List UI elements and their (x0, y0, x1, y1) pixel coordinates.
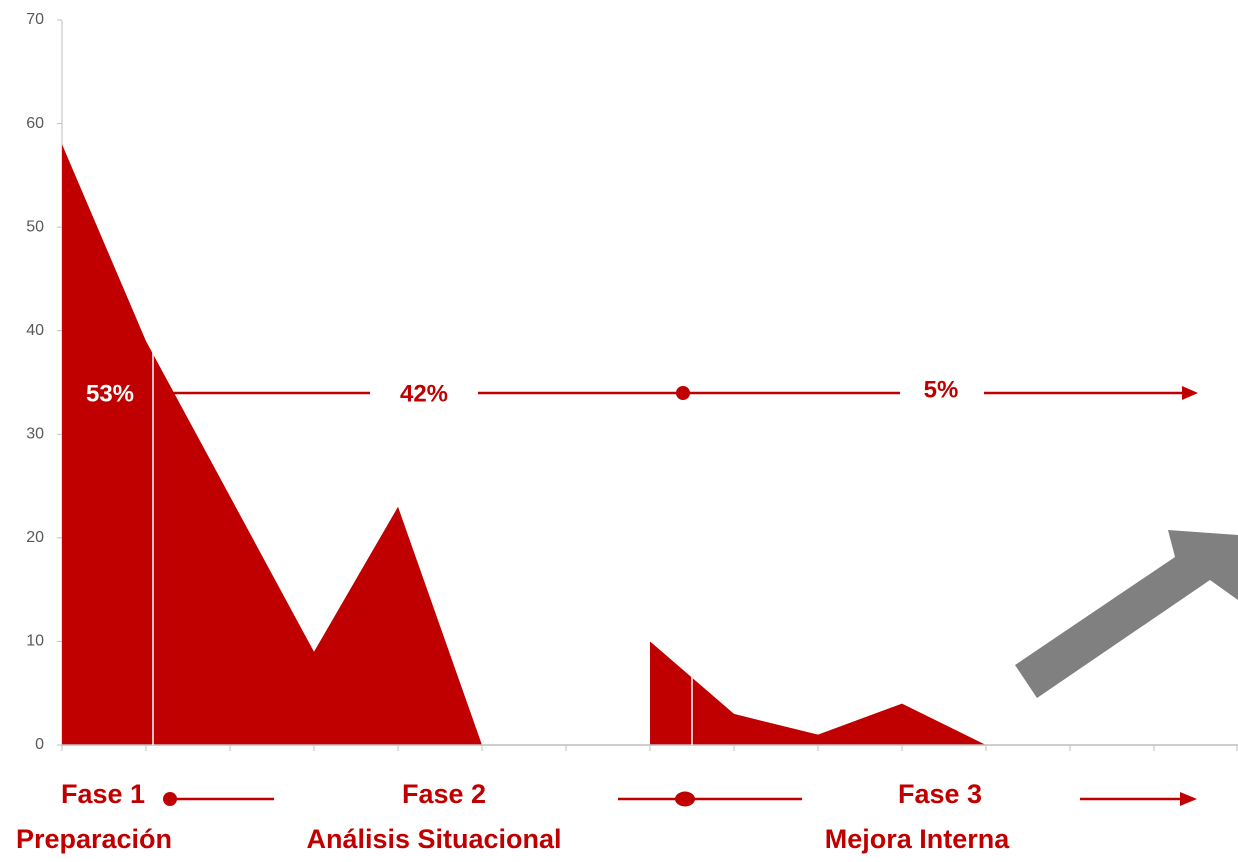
phase-timeline: Fase 1 Preparación Fase 2 Análisis Situa… (16, 779, 1197, 854)
y-axis: 0 10 20 30 40 50 60 70 (26, 11, 63, 753)
phase-3-title: Fase 3 (898, 779, 982, 809)
percentage-label-1: 53% (86, 380, 134, 407)
trend-arrow-icon (1015, 530, 1238, 698)
y-tick-label: 70 (26, 11, 44, 28)
y-tick-label: 50 (26, 218, 44, 235)
phase-3-name: Mejora Interna (825, 824, 1011, 854)
percentage-timeline: 53% 42% 5% (86, 376, 1198, 407)
y-tick-label: 20 (26, 529, 44, 546)
y-tick-label: 60 (26, 115, 44, 132)
phase-1-name: Preparación (16, 824, 172, 854)
area-segment (650, 641, 986, 745)
phase-2-dot (675, 791, 695, 807)
percentage-label-2: 42% (400, 380, 448, 407)
timeline-arrowhead (1182, 386, 1198, 400)
percentage-label-3: 5% (924, 376, 959, 403)
y-tick-label: 10 (26, 633, 44, 650)
x-axis (61, 744, 1238, 751)
area-series (62, 144, 986, 746)
y-tick-label: 0 (35, 736, 44, 753)
timeline-dot (676, 386, 690, 400)
y-tick-label: 40 (26, 322, 44, 339)
phase-2-name: Análisis Situacional (306, 824, 561, 854)
phase-1-title: Fase 1 (61, 779, 145, 809)
phase-3-arrowhead (1180, 792, 1197, 806)
area-segment (62, 144, 482, 746)
y-tick-label: 30 (26, 426, 44, 443)
phase-2-title: Fase 2 (402, 779, 486, 809)
